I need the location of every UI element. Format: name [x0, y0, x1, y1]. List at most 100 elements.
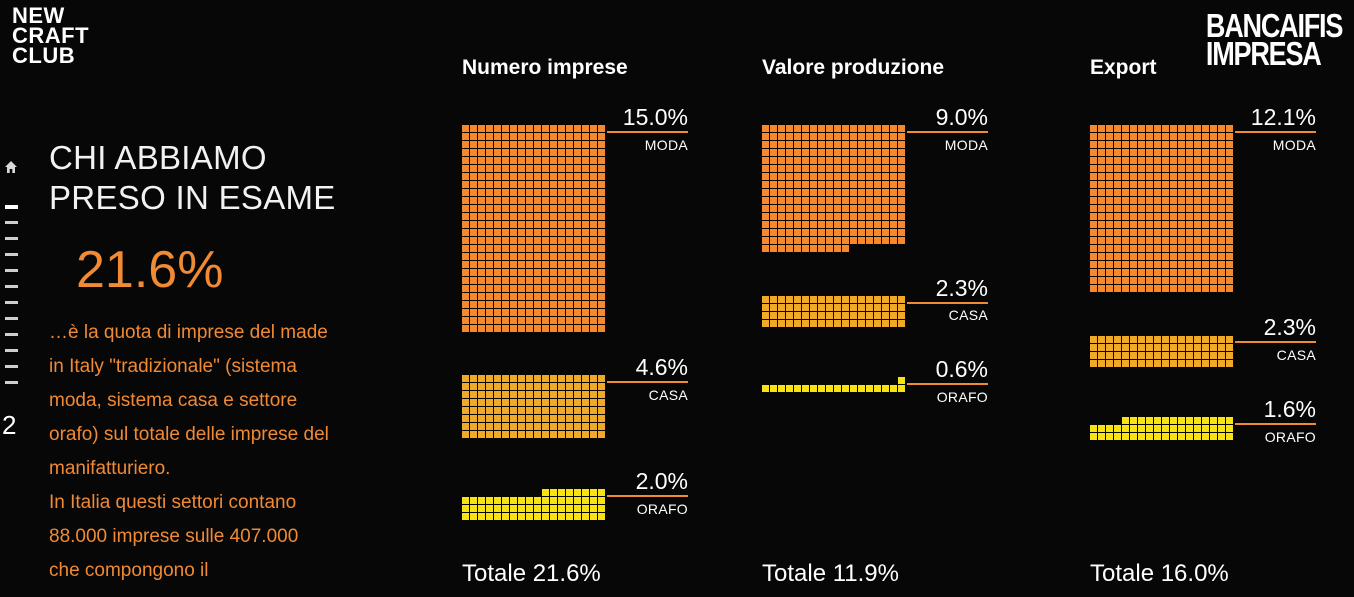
nav-tick[interactable]	[5, 381, 18, 384]
waffle-cell-moda	[1226, 237, 1233, 244]
waffle-cell-moda	[850, 237, 857, 244]
waffle-cell-moda	[1202, 245, 1209, 252]
waffle-cell-casa	[890, 320, 897, 327]
waffle-cell-moda	[802, 173, 809, 180]
waffle-cell-moda	[1114, 285, 1121, 292]
waffle-cell-moda	[858, 229, 865, 236]
waffle-cell-casa	[1226, 336, 1233, 343]
waffle-cell-moda	[566, 189, 573, 196]
waffle-cell-moda	[1106, 189, 1113, 196]
nav-tick[interactable]	[5, 285, 18, 288]
waffle-cell-moda	[898, 229, 905, 236]
waffle-cell-moda	[486, 277, 493, 284]
waffle-cell-moda	[542, 309, 549, 316]
waffle-cell-moda	[1218, 173, 1225, 180]
waffle-cell-moda	[590, 261, 597, 268]
waffle-cell-moda	[1090, 189, 1097, 196]
waffle-cell-moda	[1178, 165, 1185, 172]
waffle-cell-moda	[478, 301, 485, 308]
waffle-cell-orafo	[1122, 417, 1129, 424]
waffle-cell-moda	[1218, 229, 1225, 236]
label-rule	[907, 302, 988, 304]
nav-tick[interactable]	[5, 253, 18, 256]
waffle-cell-moda	[890, 157, 897, 164]
waffle-cell-moda	[826, 213, 833, 220]
waffle-cell-moda	[574, 197, 581, 204]
nav-tick[interactable]	[5, 269, 18, 272]
waffle-cell-orafo	[890, 385, 897, 392]
waffle-cell-moda	[1098, 213, 1105, 220]
nav-tick[interactable]	[5, 349, 18, 352]
waffle-cell-moda	[834, 221, 841, 228]
waffle-cell-moda	[810, 181, 817, 188]
waffle-cell-moda	[1186, 245, 1193, 252]
logo-line: NEW	[12, 3, 65, 28]
waffle-cell-moda	[582, 277, 589, 284]
waffle-cell-moda	[510, 141, 517, 148]
waffle-cell-moda	[890, 125, 897, 132]
nav-tick[interactable]	[5, 365, 18, 368]
nav-tick[interactable]	[5, 333, 18, 336]
nav-tick[interactable]	[5, 317, 18, 320]
waffle-cell-moda	[534, 301, 541, 308]
waffle-cell-casa	[1138, 352, 1145, 359]
waffle-cell-casa	[818, 312, 825, 319]
home-icon[interactable]	[4, 160, 18, 174]
waffle-cell-moda	[1114, 213, 1121, 220]
waffle-cell-casa	[778, 296, 785, 303]
waffle-cell-moda	[1170, 253, 1177, 260]
waffle-cell-orafo	[1098, 425, 1105, 432]
waffle-cell-moda	[1170, 149, 1177, 156]
waffle-cell-moda	[566, 301, 573, 308]
waffle-cell-orafo	[566, 497, 573, 504]
new-craft-club-logo[interactable]: NEW CRAFT CLUB	[12, 3, 89, 67]
waffle-cell-moda	[1090, 157, 1097, 164]
waffle-cell-casa	[486, 383, 493, 390]
waffle-cell-orafo	[582, 513, 589, 520]
waffle-cell-moda	[502, 261, 509, 268]
waffle-cell-casa	[478, 391, 485, 398]
waffle-cell-moda	[1138, 269, 1145, 276]
waffle-cell-moda	[550, 197, 557, 204]
waffle-cell-moda	[874, 205, 881, 212]
waffle-cell-moda	[1098, 165, 1105, 172]
nav-tick[interactable]	[5, 237, 18, 240]
waffle-cell-casa	[462, 375, 469, 382]
waffle-cell-orafo	[518, 513, 525, 520]
waffle-cell-moda	[1218, 157, 1225, 164]
waffle-cell-moda	[478, 285, 485, 292]
waffle-cell-moda	[1138, 181, 1145, 188]
waffle-cell-casa	[1210, 336, 1217, 343]
waffle-cell-orafo	[582, 489, 589, 496]
banca-ifis-impresa-logo[interactable]: BANCAIFIS IMPRESA	[1206, 9, 1343, 70]
waffle-cell-moda	[1122, 261, 1129, 268]
waffle-cell-moda	[794, 149, 801, 156]
waffle-cell-moda	[542, 181, 549, 188]
waffle-cell-casa	[1170, 336, 1177, 343]
nav-tick[interactable]	[5, 301, 18, 304]
waffle-cell-orafo	[1210, 425, 1217, 432]
waffle-cell-moda	[574, 221, 581, 228]
waffle-cell-orafo	[534, 505, 541, 512]
waffle-cell-moda	[762, 165, 769, 172]
waffle-cell-casa	[810, 296, 817, 303]
waffle-cell-casa	[850, 320, 857, 327]
waffle-cell-moda	[762, 229, 769, 236]
waffle-cell-moda	[1130, 221, 1137, 228]
waffle-cell-moda	[762, 237, 769, 244]
waffle-cell-orafo	[558, 489, 565, 496]
waffle-cell-moda	[510, 293, 517, 300]
waffle-cell-moda	[494, 173, 501, 180]
waffle-cell-moda	[762, 125, 769, 132]
nav-tick[interactable]	[5, 221, 18, 224]
waffle-cell-moda	[1090, 261, 1097, 268]
waffle-cell-moda	[598, 141, 605, 148]
waffle-cell-orafo	[558, 513, 565, 520]
waffle-cell-casa	[566, 383, 573, 390]
waffle-cell-moda	[1106, 133, 1113, 140]
nav-tick[interactable]	[5, 205, 18, 209]
waffle-cell-moda	[534, 157, 541, 164]
waffle-cell-moda	[1186, 205, 1193, 212]
waffle-cell-orafo	[818, 385, 825, 392]
waffle-cell-moda	[1178, 277, 1185, 284]
